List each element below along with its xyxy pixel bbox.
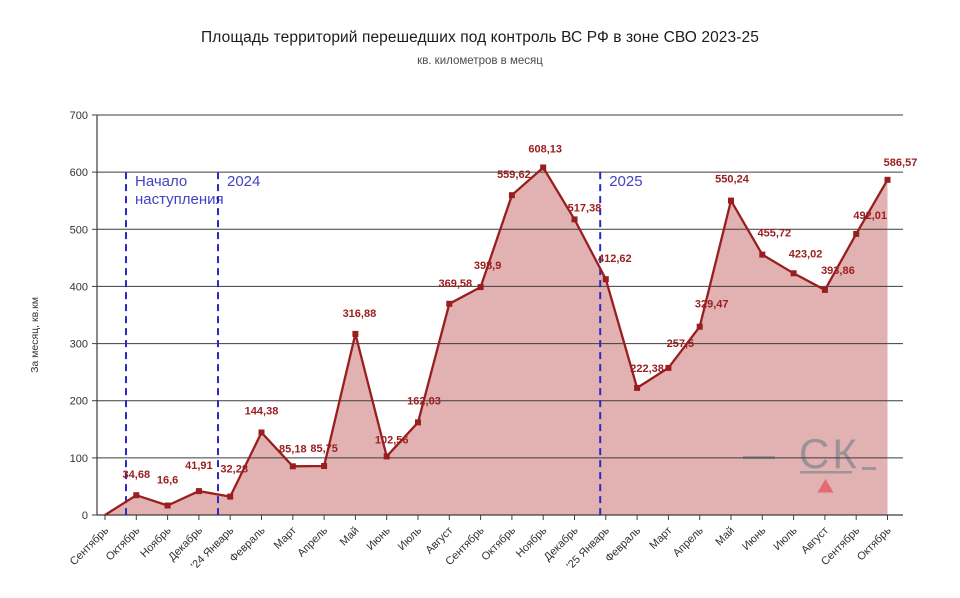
- data-point-marker: [665, 364, 672, 371]
- watermark-text: СК: [799, 430, 860, 477]
- point-label: 222,38: [630, 363, 664, 375]
- watermark-dash-right-icon: [862, 467, 876, 470]
- point-label: 85,18: [279, 443, 307, 455]
- y-tick-label: 100: [70, 453, 88, 465]
- x-tick-label: Март: [272, 525, 299, 552]
- data-point-marker: [884, 176, 891, 183]
- data-point-marker: [821, 286, 828, 293]
- data-line: [104, 165, 889, 516]
- data-point-marker: [415, 419, 421, 426]
- data-point-marker: [446, 300, 453, 307]
- data-point-marker: [133, 492, 140, 499]
- watermark-underline: [800, 471, 852, 474]
- point-label: 550,24: [715, 174, 750, 186]
- x-tick-label: Апрель: [671, 524, 706, 559]
- data-point-marker: [477, 284, 484, 291]
- point-label: 162,03: [407, 395, 441, 407]
- point-label: 423,02: [789, 248, 823, 260]
- point-label: 102,56: [375, 434, 409, 446]
- data-point-marker: [195, 488, 202, 495]
- data-point-marker: [383, 453, 390, 460]
- point-label: 316,88: [343, 308, 377, 320]
- data-point-marker: [790, 270, 797, 277]
- y-tick-label: 500: [70, 224, 88, 236]
- y-axis-title: За месяц, кв.км: [29, 297, 41, 373]
- point-label: 517,38: [568, 202, 602, 214]
- data-point-marker: [352, 330, 359, 337]
- x-tick-label: Июль: [396, 524, 425, 553]
- data-point-marker: [602, 276, 609, 283]
- data-point-marker: [759, 251, 766, 258]
- data-point-marker: [508, 192, 515, 199]
- point-label: 586,57: [884, 157, 918, 169]
- x-tick-label: Июнь: [365, 524, 393, 552]
- point-label: 32,28: [220, 464, 248, 476]
- data-point-marker: [258, 429, 265, 436]
- data-point-marker: [227, 493, 234, 500]
- x-tick-label: Октябрь: [104, 524, 143, 563]
- point-label: 257,5: [667, 338, 695, 350]
- point-label: 85,75: [310, 443, 338, 455]
- point-label: 412,62: [598, 253, 632, 265]
- point-label: 41,91: [185, 460, 213, 472]
- y-tick-label: 600: [70, 167, 88, 179]
- vline-label: Начало: [135, 173, 187, 190]
- point-label: 329,47: [695, 299, 729, 311]
- x-tick-label: Июнь: [740, 524, 768, 552]
- point-label: 144,38: [245, 406, 279, 418]
- y-tick-label: 0: [82, 510, 88, 522]
- point-label: 559,62: [497, 169, 531, 181]
- data-point-marker: [321, 463, 328, 469]
- point-label: 455,72: [757, 228, 791, 240]
- x-tick-label: Март: [647, 525, 674, 552]
- data-point-marker: [571, 216, 578, 223]
- x-tick-label: Октябрь: [855, 524, 894, 563]
- data-point-marker: [853, 230, 860, 237]
- data-point-marker: [289, 463, 296, 470]
- x-tick-label: Апрель: [295, 524, 330, 559]
- data-point-marker: [164, 502, 171, 509]
- point-label: 34,68: [123, 469, 151, 481]
- data-point-marker: [540, 164, 547, 171]
- data-point-marker: [696, 323, 703, 330]
- chart-title: Площадь территорий перешедших под контро…: [201, 29, 759, 46]
- vline-label: 2024: [227, 173, 260, 190]
- x-tick-label: Май: [338, 525, 362, 549]
- y-tick-label: 200: [70, 396, 88, 408]
- point-label: 492,01: [853, 210, 887, 222]
- x-tick-label: Июль: [771, 524, 800, 553]
- data-point-marker: [728, 197, 734, 204]
- watermark-triangle-icon: [817, 479, 834, 493]
- y-tick-label: 400: [70, 281, 88, 293]
- x-tick-label: Май: [713, 525, 737, 549]
- point-label: 16,6: [157, 475, 178, 487]
- x-tick-label: Сентябрь: [68, 524, 112, 568]
- point-label: 393,86: [821, 265, 855, 277]
- vline-label: наступления: [135, 191, 224, 208]
- point-label: 608,13: [528, 144, 562, 156]
- area-fill: [105, 167, 888, 515]
- point-label: 398,9: [474, 260, 502, 272]
- point-label: 369,58: [438, 278, 472, 290]
- y-tick-label: 300: [70, 339, 88, 351]
- vline-label: 2025: [609, 173, 642, 190]
- data-point-marker: [634, 384, 641, 391]
- chart-subtitle: кв. километров в месяц: [417, 55, 543, 67]
- y-tick-label: 700: [70, 110, 88, 122]
- x-tick-label: Октябрь: [479, 524, 518, 563]
